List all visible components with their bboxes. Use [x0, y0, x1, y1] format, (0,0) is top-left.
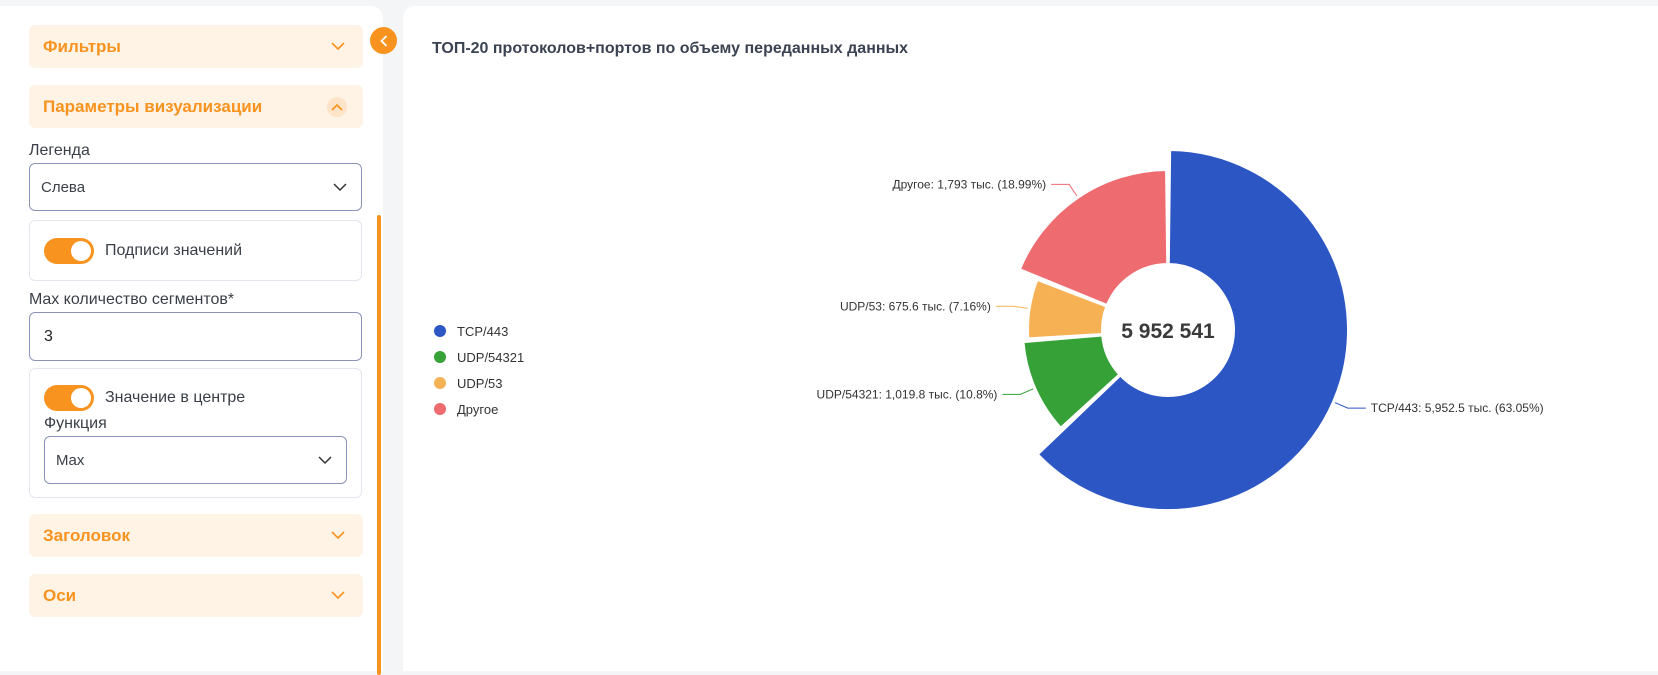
legend-item[interactable]: UDP/54321	[434, 344, 524, 370]
chart-panel: ТОП-20 протоколов+портов по объему перед…	[403, 6, 1658, 671]
filters-label: Фильтры	[43, 36, 121, 56]
max-segments-input[interactable]: 3	[29, 312, 362, 361]
legend-item[interactable]: TCP/443	[434, 318, 524, 344]
pie-slice[interactable]	[1036, 149, 1349, 511]
legend-item[interactable]: Другое	[434, 396, 524, 422]
legend-select[interactable]: Слева	[29, 163, 362, 211]
legend-marker	[434, 403, 446, 415]
center-value: 5 952 541	[1121, 320, 1215, 343]
viz-params-label: Параметры визуализации	[43, 96, 263, 116]
label-leader-line	[1002, 388, 1034, 395]
data-label: TCP/443: 5,952.5 тыс. (63.05%)	[1371, 401, 1544, 415]
chart-legend: TCP/443 UDP/54321 UDP/53 Другое	[434, 318, 524, 422]
function-select-value: Max	[56, 451, 85, 469]
chevron-up-icon	[327, 96, 347, 117]
scrollbar[interactable]	[377, 215, 381, 675]
chevron-down-icon	[333, 179, 347, 196]
legend-label: UDP/54321	[457, 349, 525, 365]
label-leader-line	[995, 305, 1028, 309]
center-value-toggle[interactable]	[44, 385, 94, 411]
legend-item[interactable]: UDP/53	[434, 370, 524, 396]
max-segments-label: Max количество сегментов*	[29, 291, 235, 308]
viz-params-accordion-header[interactable]: Параметры визуализации	[29, 85, 363, 128]
center-value-card: Значение в центре Функция Max	[29, 368, 362, 498]
chevron-down-icon	[329, 527, 347, 545]
legend-label: TCP/443	[457, 323, 509, 339]
legend-label: Легенда	[29, 142, 90, 159]
chevron-down-icon	[318, 452, 332, 469]
chevron-down-icon	[329, 587, 347, 605]
donut-chart: TCP/443: 5,952.5 тыс. (63.05%) UDP/54321:…	[817, 149, 1544, 511]
visualization-settings-panel: Фильтры Параметры визуализации Легенда С…	[0, 6, 383, 675]
pie-slice[interactable]	[1022, 334, 1121, 429]
value-labels-card: Подписи значений	[29, 220, 362, 281]
pie-slice[interactable]	[1027, 278, 1108, 340]
chart-title: ТОП-20 протоколов+портов по объему перед…	[432, 40, 909, 57]
label-leader-line	[1334, 402, 1366, 409]
legend-marker	[434, 377, 446, 389]
function-select[interactable]: Max	[44, 436, 347, 484]
value-labels-toggle[interactable]	[44, 238, 94, 264]
label-leader-line	[1051, 183, 1078, 197]
legend-select-value: Слева	[41, 178, 86, 196]
center-value-toggle-label: Значение в центре	[105, 389, 246, 406]
pie-slice[interactable]	[1018, 169, 1169, 306]
data-label: UDP/54321: 1,019.8 тыс. (10.8%)	[817, 387, 998, 401]
title-accordion-header[interactable]: Заголовок	[29, 514, 363, 557]
data-label: UDP/53: 675.6 тыс. (7.16%)	[840, 299, 991, 313]
function-label: Функция	[44, 415, 107, 432]
value-labels-toggle-label: Подписи значений	[105, 242, 243, 259]
chevron-left-icon	[379, 34, 388, 47]
legend-label: Другое	[457, 401, 499, 417]
legend-label: UDP/53	[457, 375, 503, 391]
chevron-down-icon	[329, 38, 347, 56]
legend-marker	[434, 351, 446, 363]
title-section-label: Заголовок	[43, 525, 131, 545]
filters-accordion-header[interactable]: Фильтры	[29, 25, 363, 68]
collapse-panel-button[interactable]	[370, 27, 397, 54]
axes-section-label: Оси	[43, 585, 77, 605]
data-label: Другое: 1,793 тыс. (18.99%)	[892, 177, 1046, 191]
axes-accordion-header[interactable]: Оси	[29, 574, 363, 617]
legend-marker	[434, 325, 446, 337]
max-segments-value: 3	[44, 327, 53, 345]
